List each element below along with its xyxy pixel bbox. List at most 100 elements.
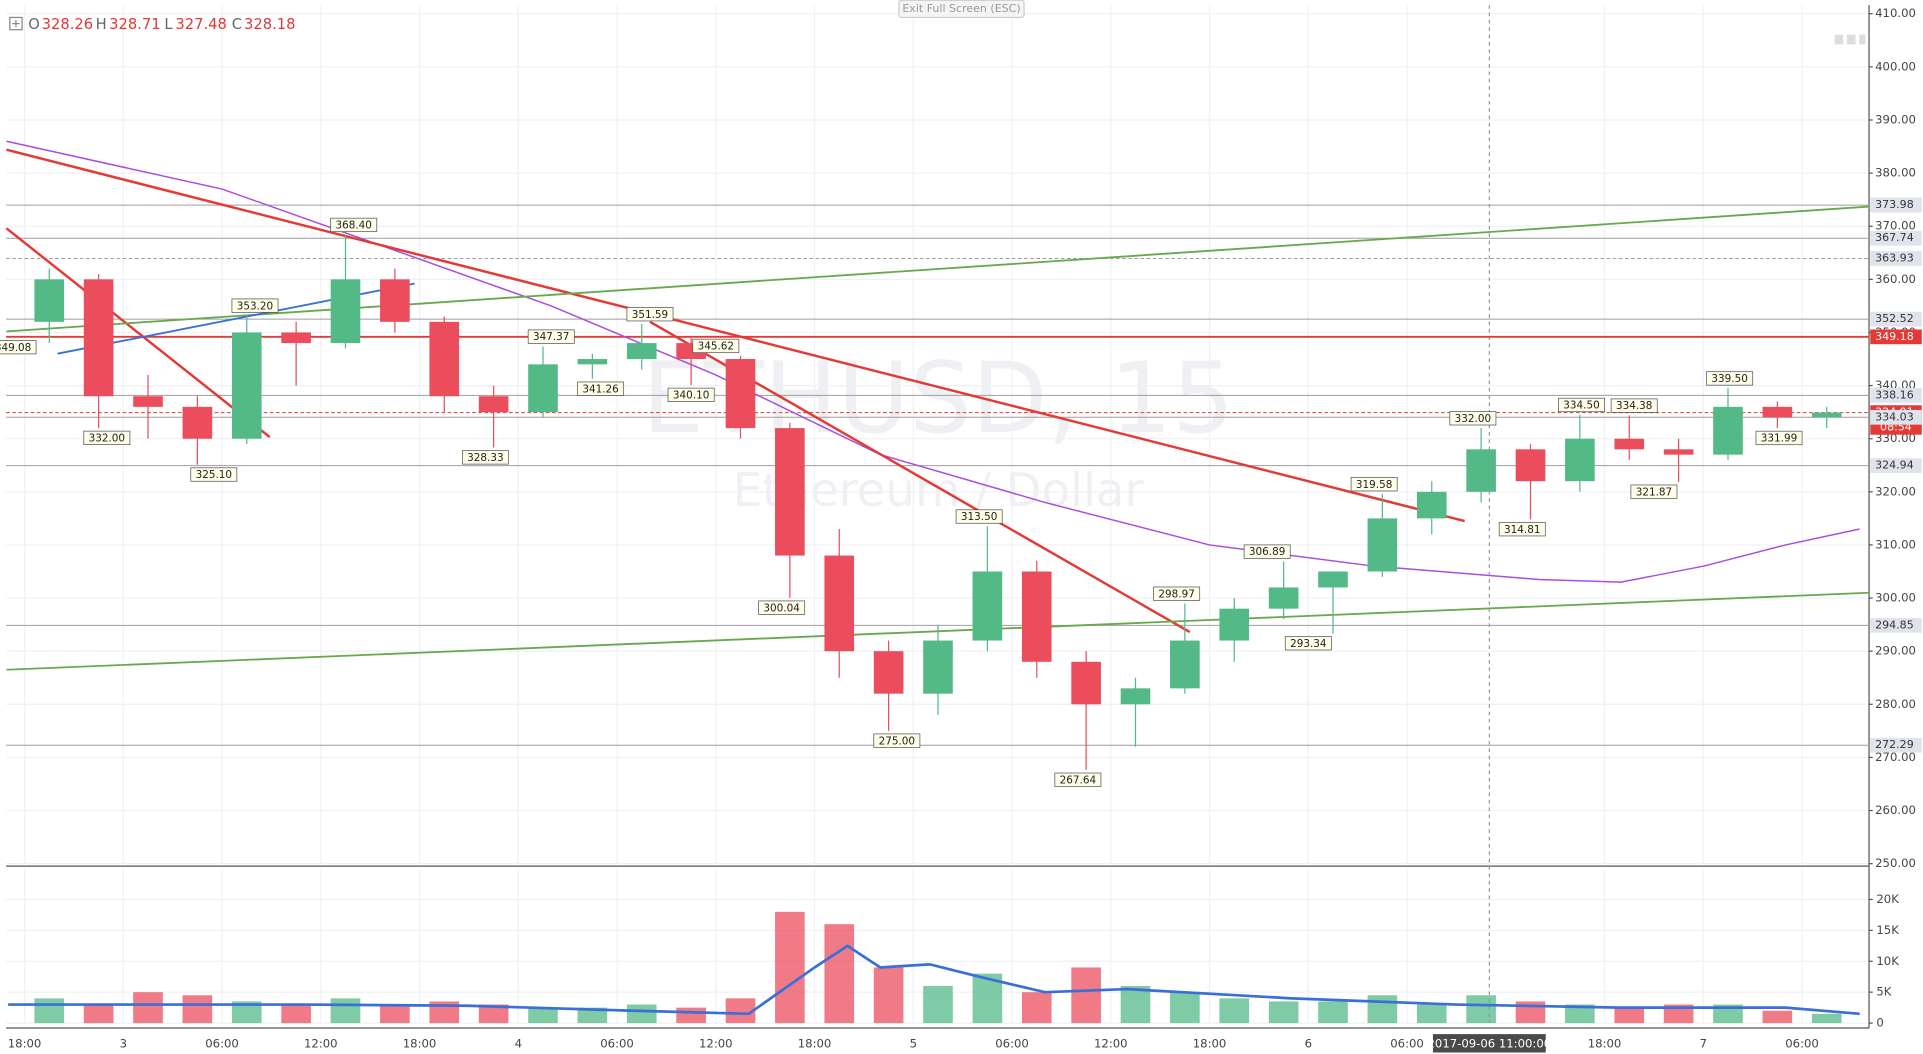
level-label-box bbox=[1870, 387, 1922, 403]
volume-bar bbox=[83, 1004, 114, 1024]
volume-bar bbox=[478, 1004, 509, 1024]
trendline bbox=[5, 227, 271, 439]
y-tick-label: 300.00 bbox=[1875, 591, 1916, 605]
price-annotation: 313.50 bbox=[961, 511, 997, 523]
toolbar-icon[interactable] bbox=[1846, 34, 1856, 45]
x-tick-label: 18:00 bbox=[403, 1036, 437, 1050]
candle-body bbox=[281, 332, 311, 344]
volume-bar bbox=[380, 1004, 410, 1024]
price-annotation: 325.10 bbox=[196, 469, 232, 481]
candle-body bbox=[478, 396, 509, 413]
candle-body bbox=[1318, 571, 1348, 588]
price-annotation: 341.26 bbox=[582, 383, 618, 395]
price-annotation: 334.50 bbox=[1563, 400, 1599, 412]
candle-body bbox=[873, 651, 904, 694]
v-tick-label: 20K bbox=[1876, 892, 1899, 906]
x-tick-label: 12:00 bbox=[304, 1036, 338, 1050]
candle-body bbox=[1515, 449, 1546, 482]
candle-body bbox=[133, 396, 163, 407]
volume-bar bbox=[1663, 1004, 1694, 1024]
level-label: 363.93 bbox=[1875, 251, 1914, 264]
level-label-box bbox=[1870, 311, 1922, 327]
candle-body bbox=[83, 279, 114, 397]
candle-body bbox=[725, 359, 756, 429]
x-tick-label: 06:00 bbox=[995, 1036, 1029, 1050]
level-label: 324.94 bbox=[1875, 459, 1914, 472]
volume-bar bbox=[182, 995, 213, 1024]
candle-body bbox=[1811, 412, 1842, 418]
level-label: 367.74 bbox=[1875, 231, 1914, 244]
price-annotation: 339.50 bbox=[1711, 373, 1747, 385]
x-tick-label: 06:00 bbox=[600, 1036, 634, 1050]
price-annotation: 351.59 bbox=[632, 309, 668, 321]
volume-bar bbox=[1120, 985, 1151, 1024]
y-tick-label: 250.00 bbox=[1875, 856, 1916, 870]
price-annotation-box bbox=[692, 338, 740, 354]
candle-body bbox=[1367, 518, 1398, 572]
x-tick-label: 18:00 bbox=[8, 1036, 42, 1050]
price-annotation-box bbox=[1755, 430, 1803, 446]
level-label: 334.03 bbox=[1875, 410, 1914, 423]
level-label: 349.18 bbox=[1875, 330, 1914, 343]
price-annotation-box bbox=[83, 430, 131, 445]
candle-body bbox=[1170, 640, 1200, 689]
candle-body bbox=[824, 555, 855, 652]
volume-bar bbox=[873, 967, 904, 1024]
y-tick-label: 410.00 bbox=[1875, 6, 1916, 20]
candle-body bbox=[1762, 406, 1793, 418]
price-annotation: 319.58 bbox=[1356, 479, 1392, 491]
price-annotation: 331.99 bbox=[1761, 433, 1797, 445]
x-tick-label: 5 bbox=[910, 1036, 917, 1050]
x-tick-label: 18:00 bbox=[798, 1036, 832, 1050]
volume-bar bbox=[1713, 1004, 1743, 1024]
level-label: 338.16 bbox=[1875, 388, 1914, 401]
volume-bar bbox=[133, 992, 163, 1024]
volume-bar bbox=[1416, 1004, 1447, 1024]
exit-fullscreen-button[interactable] bbox=[898, 0, 1025, 19]
level-label-box bbox=[1870, 197, 1922, 213]
price-annotation-box bbox=[1449, 411, 1497, 426]
toolbar-icon[interactable] bbox=[1834, 34, 1844, 45]
level-label: 352.52 bbox=[1875, 312, 1914, 325]
candle-body bbox=[1120, 688, 1151, 705]
y-tick-label: 260.00 bbox=[1875, 803, 1916, 817]
exit-fullscreen-label[interactable]: Exit Full Screen (ESC) bbox=[902, 2, 1020, 15]
x-tick-label: 12:00 bbox=[1094, 1036, 1128, 1050]
collapse-icon[interactable] bbox=[9, 16, 23, 31]
candle-body bbox=[1219, 608, 1250, 641]
y-tick-label: 270.00 bbox=[1875, 750, 1916, 764]
toolbar-icon[interactable] bbox=[1859, 34, 1866, 45]
price-annotation-box bbox=[577, 381, 625, 396]
candle-body bbox=[1268, 587, 1299, 609]
header-high: 328.71 bbox=[109, 16, 160, 33]
volume-ma bbox=[8, 944, 1860, 1016]
candle-body bbox=[972, 571, 1003, 641]
price-annotation-box bbox=[1153, 586, 1201, 601]
volume-bar bbox=[1318, 1001, 1348, 1024]
trendline bbox=[6, 205, 1870, 333]
price-annotation: 293.34 bbox=[1290, 638, 1327, 650]
v-tick-label: 0 bbox=[1876, 1016, 1883, 1030]
level-label-box bbox=[1870, 329, 1922, 345]
level-label: 373.98 bbox=[1875, 198, 1914, 211]
price-annotation: 314.81 bbox=[1504, 524, 1540, 536]
level-label: 294.85 bbox=[1875, 618, 1914, 631]
price-annotation-box bbox=[231, 298, 279, 313]
price-annotation-box bbox=[1284, 636, 1332, 651]
y-tick-label: 290.00 bbox=[1875, 644, 1916, 658]
price-annotation-box bbox=[1630, 484, 1678, 499]
header-h-label: H bbox=[96, 16, 107, 33]
volume-bar bbox=[1614, 1007, 1645, 1024]
price-annotation-box bbox=[873, 733, 921, 748]
volume-bar bbox=[1367, 995, 1398, 1024]
price-annotation-box bbox=[461, 450, 509, 465]
price-annotation-box bbox=[758, 600, 806, 615]
x-tick-label: 18:00 bbox=[1193, 1036, 1227, 1050]
candle-body bbox=[330, 279, 361, 344]
volume-bar bbox=[1071, 967, 1101, 1024]
price-annotation-box bbox=[955, 509, 1003, 524]
price-annotation-box bbox=[667, 387, 715, 402]
